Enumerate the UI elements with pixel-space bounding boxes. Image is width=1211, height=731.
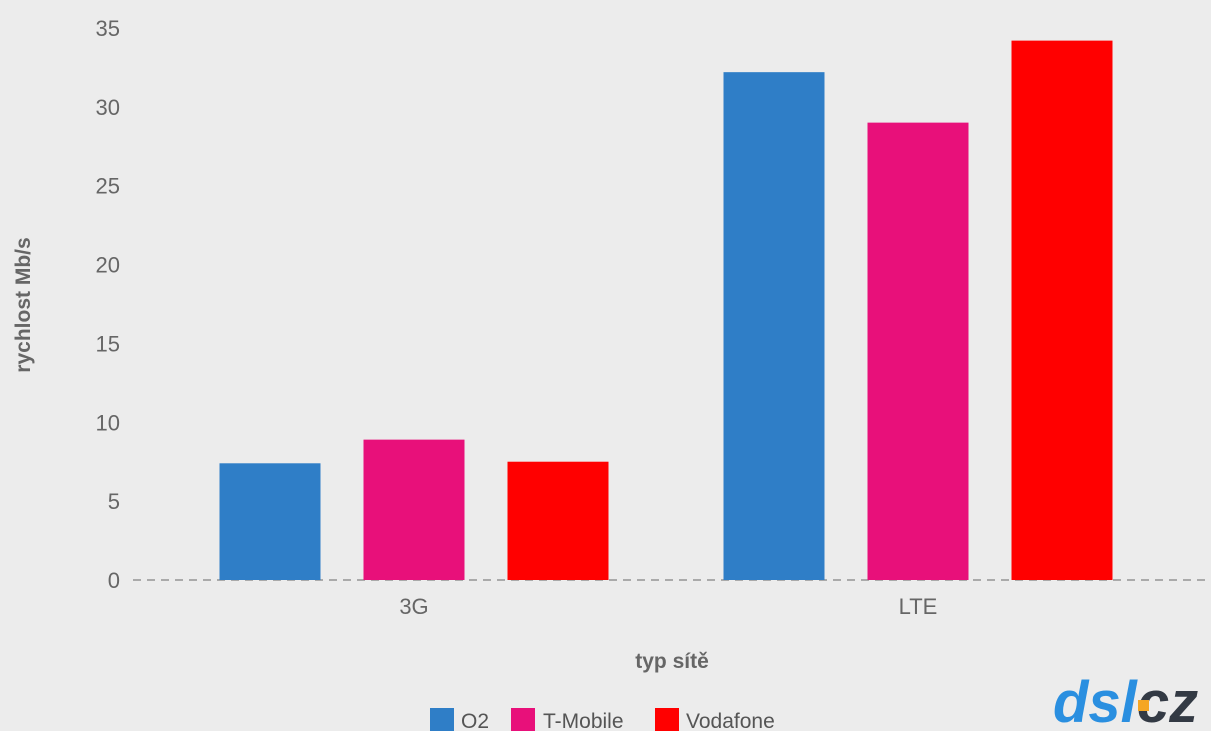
y-tick-label: 15 [96, 331, 120, 356]
y-tick-label: 10 [96, 410, 120, 435]
y-tick-label: 25 [96, 174, 120, 199]
x-tick-label: LTE [899, 594, 938, 619]
y-axis-title: rychlost Mb/s [12, 237, 35, 372]
x-axis-ticks: 3G LTE [399, 594, 937, 619]
bar-3g-t-mobile [363, 439, 465, 580]
y-axis-ticks: 0 5 10 15 20 25 30 35 [96, 16, 120, 593]
logo-dot [1138, 700, 1149, 711]
bar-lte-t-mobile [867, 122, 969, 580]
y-tick-label: 30 [96, 95, 120, 120]
dslcz-logo: dslcz [1053, 670, 1198, 731]
bar-lte-vodafone [1011, 40, 1113, 581]
legend-swatch-t-mobile [511, 708, 535, 731]
bars-group [219, 40, 1113, 581]
logo-text: dslcz [1053, 670, 1198, 731]
legend-label-t-mobile: T-Mobile [543, 710, 624, 731]
legend-swatch-o2 [430, 708, 454, 731]
y-tick-label: 35 [96, 16, 120, 41]
y-tick-label: 5 [108, 489, 120, 514]
x-axis-title: typ sítě [635, 650, 709, 673]
y-tick-label: 0 [108, 568, 120, 593]
legend-swatch-vodafone [655, 708, 679, 731]
bar-3g-o2 [219, 463, 321, 580]
y-tick-label: 20 [96, 253, 120, 278]
legend-label-o2: O2 [461, 710, 489, 731]
legend: O2 T-Mobile Vodafone [430, 708, 775, 731]
bar-3g-vodafone [507, 461, 609, 580]
x-tick-label: 3G [399, 594, 428, 619]
logo-text-dsl: dsl [1053, 670, 1139, 731]
legend-label-vodafone: Vodafone [686, 710, 775, 731]
bar-lte-o2 [723, 72, 825, 580]
